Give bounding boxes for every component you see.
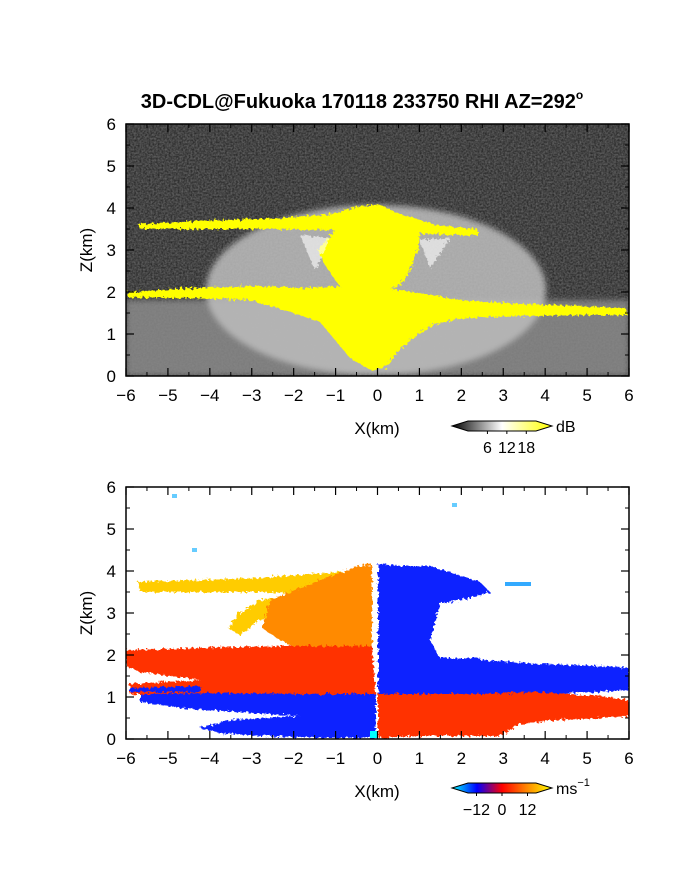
y-tick-label: 6 <box>107 115 116 134</box>
right-low-band <box>378 692 629 738</box>
reflectivity-field <box>126 124 629 376</box>
x-tick-label: 6 <box>624 749 633 768</box>
y-tick-label: 4 <box>107 562 116 581</box>
x-tick-label: −4 <box>200 386 219 405</box>
y-tick-label: 1 <box>107 688 116 707</box>
x-tick-label: −1 <box>326 386 345 405</box>
y-axis-label: Z(km) <box>77 591 96 635</box>
y-tick-label: 2 <box>107 646 116 665</box>
speck <box>452 503 457 507</box>
core-bright-streaks <box>300 235 330 270</box>
x-tick-label: −6 <box>116 749 135 768</box>
core-bright-streaks-right <box>420 238 450 268</box>
speck <box>192 548 197 552</box>
colorbar-tick-label: 12 <box>519 802 537 819</box>
speck <box>505 582 531 586</box>
x-tick-label: 0 <box>373 749 382 768</box>
x-tick-label: −4 <box>200 749 219 768</box>
y-axis-label: Z(km) <box>77 228 96 272</box>
x-tick-label: 5 <box>582 749 591 768</box>
right-middle-band <box>378 660 629 696</box>
velocity-colorbar: −12 0 12 ms−1 <box>450 777 590 819</box>
speck <box>172 494 177 498</box>
x-tick-label: 2 <box>457 386 466 405</box>
left-low-band <box>140 693 376 738</box>
x-tick-label: 4 <box>540 386 549 405</box>
left-edge-streak <box>130 686 200 692</box>
y-tick-label: 1 <box>107 325 116 344</box>
x-tick-label: −2 <box>284 386 303 405</box>
lower-layer-echo <box>128 286 627 370</box>
y-tick-label: 2 <box>107 283 116 302</box>
x-tick-label: 4 <box>540 749 549 768</box>
chart-title: 3D-CDL@Fukuoka 170118 233750 RHI AZ=292o <box>141 88 583 113</box>
speck <box>370 731 378 738</box>
reflectivity-colorbar: 6 12 18 dB <box>450 419 576 457</box>
y-tick-label: 3 <box>107 604 116 623</box>
y-tick-label: 3 <box>107 241 116 260</box>
colorbar-tick-label: 12 <box>498 440 516 457</box>
title-superscript: o <box>576 88 583 102</box>
colorbar-scale <box>450 420 554 432</box>
x-tick-label: 2 <box>457 749 466 768</box>
y-tick-label: 0 <box>107 730 116 749</box>
colorbar-unit: ms−1 <box>556 777 590 798</box>
colorbar-tick-label: 18 <box>517 440 535 457</box>
right-upper-band <box>378 564 490 664</box>
x-tick-label: −1 <box>326 749 345 768</box>
x-tick-label: −5 <box>158 386 177 405</box>
x-tick-label: −2 <box>284 749 303 768</box>
left-core <box>262 564 372 650</box>
x-tick-label: 3 <box>499 749 508 768</box>
y-tick-label: 4 <box>107 199 116 218</box>
core-echo <box>318 230 420 292</box>
x-axis-label: X(km) <box>354 782 399 801</box>
colorbar-tick-label: −12 <box>463 802 490 819</box>
y-tick-label: 0 <box>107 367 116 386</box>
x-tick-label: −3 <box>242 749 261 768</box>
colorbar-unit: dB <box>556 419 576 436</box>
x-axis-label: X(km) <box>354 419 399 438</box>
x-tick-label: 1 <box>415 386 424 405</box>
colorbar-tick-label: 6 <box>483 440 492 457</box>
colorbar-tick-label: 0 <box>498 802 507 819</box>
x-tick-label: −5 <box>158 749 177 768</box>
x-tick-label: 3 <box>499 386 508 405</box>
upper-layer-echo <box>138 205 478 236</box>
x-tick-label: −3 <box>242 386 261 405</box>
ticks: −6 −5 −4 −3 −2 −1 0 1 2 3 4 5 6 0 1 2 3 4 5 6 <box>107 478 634 768</box>
colorbar-scale <box>450 782 554 794</box>
x-tick-label: −6 <box>116 386 135 405</box>
x-tick-label: 5 <box>582 386 591 405</box>
x-tick-label: 0 <box>373 386 382 405</box>
y-tick-label: 6 <box>107 478 116 497</box>
x-tick-label: 6 <box>624 386 633 405</box>
x-tick-label: 1 <box>415 749 424 768</box>
velocity-field <box>126 487 629 739</box>
ticks: −6 −5 −4 −3 −2 −1 0 1 2 3 4 5 6 0 1 2 3 4 5 6 <box>107 115 634 405</box>
y-tick-label: 5 <box>107 157 116 176</box>
y-tick-label: 5 <box>107 520 116 539</box>
